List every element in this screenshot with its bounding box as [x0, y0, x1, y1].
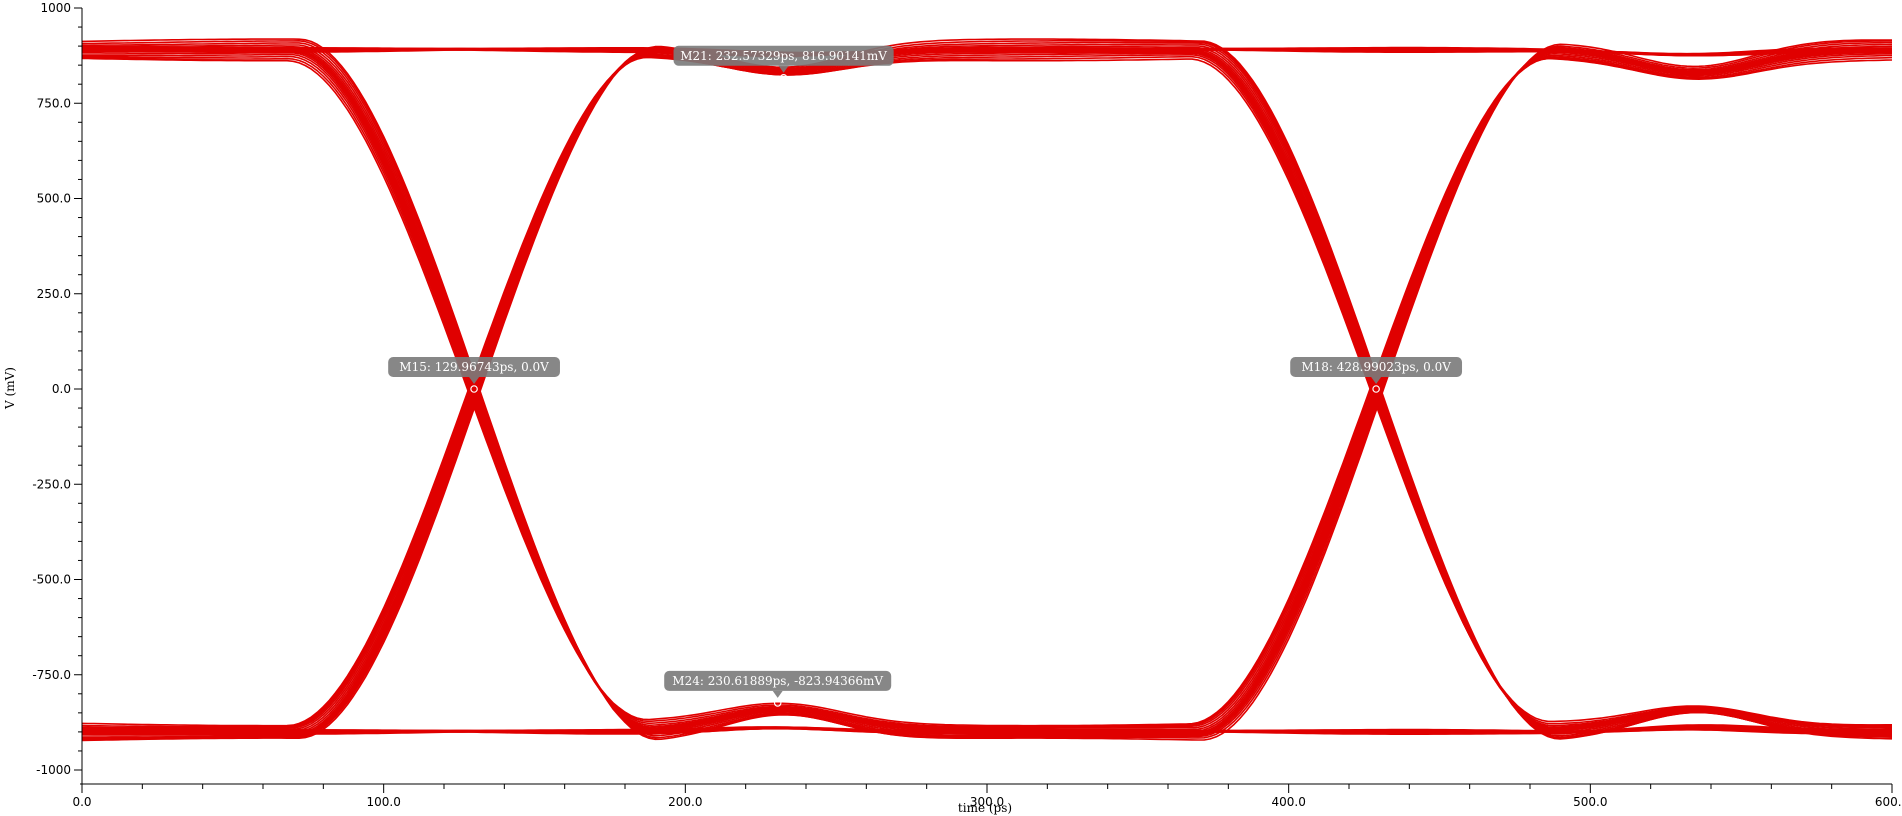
marker-label-box: [388, 357, 560, 377]
x-tick-label: 600.0: [1875, 795, 1902, 809]
x-tick-label: 500.0: [1573, 795, 1607, 809]
marker-group: M15: 129.96743ps, 0.0V M21: 232.57329ps, …: [388, 45, 1463, 707]
eye-trace: [81, 54, 1893, 729]
eye-trace: [82, 45, 1893, 737]
eye-trace: [82, 52, 1892, 730]
marker: M24: 230.61889ps, -823.94366mV: [664, 670, 892, 707]
marker-pointer: [469, 377, 480, 384]
eye-trace: [81, 724, 1893, 735]
eye-trace: [82, 51, 1892, 731]
x-tick-label: 300.0: [970, 795, 1004, 809]
marker-pointer: [778, 65, 789, 73]
eye-trace: [82, 43, 1893, 738]
eye-trace: [82, 43, 1893, 739]
eye-trace: [82, 49, 1893, 732]
eye-trace: [81, 46, 1892, 57]
x-tick-label: 100.0: [366, 795, 400, 809]
marker-point: [779, 73, 788, 82]
eye-trace: [82, 50, 1892, 731]
eye-trace: [81, 56, 1892, 727]
eye-trace: [82, 50, 1892, 732]
x-axis-title: time (ps): [958, 801, 1012, 815]
marker-label-box: [673, 45, 894, 66]
marker-label-box: [1290, 357, 1463, 377]
eye-trace: [82, 41, 1892, 740]
y-tick-label: -250.0: [32, 477, 71, 491]
x-tick-label: 200.0: [668, 795, 702, 809]
marker-point: [1372, 385, 1380, 393]
eye-trace: [82, 45, 1892, 737]
trace-group: [81, 38, 1893, 742]
marker-label: M15: 129.96743ps, 0.0V: [399, 360, 549, 374]
eye-trace: [82, 53, 1892, 729]
y-axis-title: V (mV): [3, 367, 17, 410]
marker-label-box: [664, 670, 892, 691]
x-tick-label: 400.0: [1271, 795, 1305, 809]
eye-trace: [81, 56, 1893, 728]
eye-trace: [82, 46, 1893, 736]
y-tick-label: 500.0: [37, 192, 71, 206]
axes-group: 1000 750.0 500.0 250.0 0.0 -250.0 -500.0 -750.0…: [32, 1, 1902, 809]
marker-label: M18: 428.99023ps, 0.0V: [1301, 360, 1451, 374]
eye-trace: [82, 54, 1892, 729]
marker: M15: 129.96743ps, 0.0V: [388, 357, 560, 393]
y-tick-label: -500.0: [32, 573, 71, 587]
y-tick-label: 1000: [40, 1, 71, 15]
eye-trace: [82, 41, 1892, 739]
eye-trace: [81, 38, 1893, 742]
eye-trace: [81, 55, 1893, 728]
y-tick-label: 750.0: [37, 96, 71, 110]
marker-point: [773, 699, 782, 707]
y-tick-label: 0.0: [52, 382, 71, 396]
eye-trace: [81, 38, 1892, 741]
y-tick-label: 250.0: [37, 287, 71, 301]
eye-trace: [81, 40, 1893, 741]
eye-trace: [82, 47, 1893, 736]
marker: M21: 232.57329ps, 816.90141mV: [673, 45, 894, 82]
eye-trace: [81, 40, 1892, 739]
eye-trace: [82, 48, 1892, 734]
eye-trace: [81, 57, 1893, 727]
marker-point: [470, 385, 478, 393]
eye-trace: [82, 51, 1892, 730]
eye-trace: [82, 48, 1893, 734]
marker-label: M24: 230.61889ps, -823.94366mV: [672, 674, 883, 688]
marker-label: M21: 232.57329ps, 816.90141mV: [680, 49, 887, 63]
eye-trace: [82, 49, 1892, 733]
x-tick-label: 0.0: [72, 795, 91, 809]
marker-pointer: [772, 690, 783, 698]
y-tick-label: -1000: [36, 763, 71, 777]
marker: M18: 428.99023ps, 0.0V: [1290, 357, 1463, 393]
y-tick-label: -750.0: [32, 668, 71, 682]
marker-pointer: [1371, 377, 1382, 384]
